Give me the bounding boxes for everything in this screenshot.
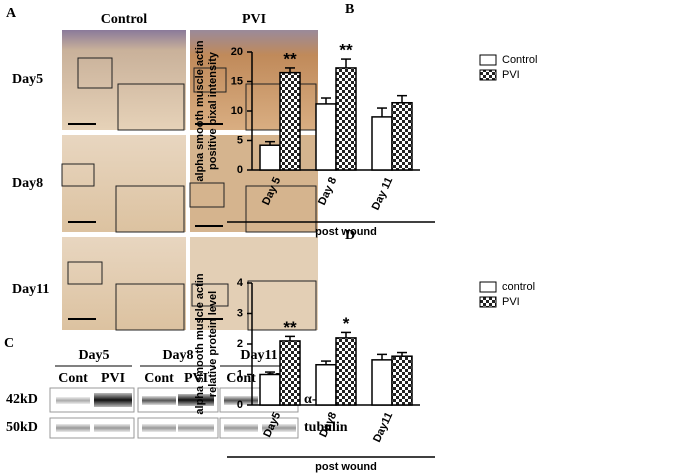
y-tick-label: 10 [231, 105, 243, 117]
legend-swatch [479, 281, 497, 293]
panel-letter: B [345, 2, 354, 17]
bar [279, 71, 301, 171]
x-tick-label: Day11 [371, 410, 395, 444]
panel-letter: D [345, 228, 355, 243]
y-tick-label: 4 [237, 277, 244, 289]
panel-letter: C [4, 336, 14, 351]
row-label: Day8 [12, 176, 43, 191]
scale-bars [68, 123, 223, 320]
lane-label: Cont [144, 371, 174, 386]
micrograph [62, 30, 186, 130]
significance-label: * [343, 314, 350, 333]
y-tick-label: 15 [231, 75, 243, 87]
panel-a: A Control PVI Day5 Day8 Day11 [6, 6, 318, 331]
protein-label: tubulin [304, 420, 348, 435]
y-tick-label: 1 [237, 368, 243, 380]
x-axis-label: post wound [315, 226, 377, 238]
bar [259, 373, 281, 406]
y-axis-label: positive pixal intensity [207, 51, 219, 170]
bar [371, 359, 393, 406]
lane-label: Cont [58, 371, 88, 386]
y-axis-label: alpha smooth muscle actin [194, 40, 206, 181]
x-tick-label: Day 11 [370, 175, 396, 212]
y-tick-label: 3 [237, 307, 243, 319]
x-axis-label: post wound [315, 461, 377, 473]
lane-label: PVI [101, 371, 125, 386]
y-tick-label: 0 [237, 399, 243, 411]
legend-label: control [502, 281, 535, 293]
inset-boxes [61, 57, 317, 331]
significance-label: ** [283, 49, 297, 68]
row-label: Day5 [12, 72, 43, 87]
day-label: Day5 [78, 348, 109, 363]
x-tick-label: Day 8 [316, 175, 339, 207]
y-tick-label: 2 [237, 338, 243, 350]
bar [391, 101, 413, 171]
bar [335, 67, 357, 171]
y-tick-label: 5 [237, 134, 243, 146]
legend-label: Control [502, 54, 537, 66]
row-label: Day11 [12, 282, 49, 297]
legend-swatch [479, 296, 497, 308]
y-tick-label: 20 [231, 46, 243, 58]
panel-letter: A [6, 6, 17, 21]
legend-swatch [479, 69, 497, 81]
legend-swatch [479, 54, 497, 66]
bar [335, 337, 357, 406]
legend-label: PVI [502, 69, 520, 81]
bar [371, 116, 393, 171]
lane-label: PVI [184, 371, 208, 386]
panel-c: C [4, 336, 299, 439]
micrograph [62, 135, 186, 232]
bar [259, 144, 281, 171]
significance-label: ** [283, 318, 297, 337]
column-label: PVI [242, 12, 266, 27]
day-label: Day11 [240, 348, 277, 363]
bar [279, 340, 301, 406]
y-tick-label: 0 [237, 164, 243, 176]
bar [391, 355, 413, 406]
significance-label: ** [339, 41, 353, 60]
legend-label: PVI [502, 296, 520, 308]
size-label: 42kD [6, 392, 38, 407]
y-axis-label: alpha smooth muscle actin [194, 273, 206, 414]
size-label: 50kD [6, 420, 38, 435]
column-label: Control [101, 12, 148, 27]
bar [315, 103, 337, 171]
day-label: Day8 [162, 348, 193, 363]
y-axis-label: relative protein level [207, 291, 219, 397]
bar [315, 363, 337, 406]
